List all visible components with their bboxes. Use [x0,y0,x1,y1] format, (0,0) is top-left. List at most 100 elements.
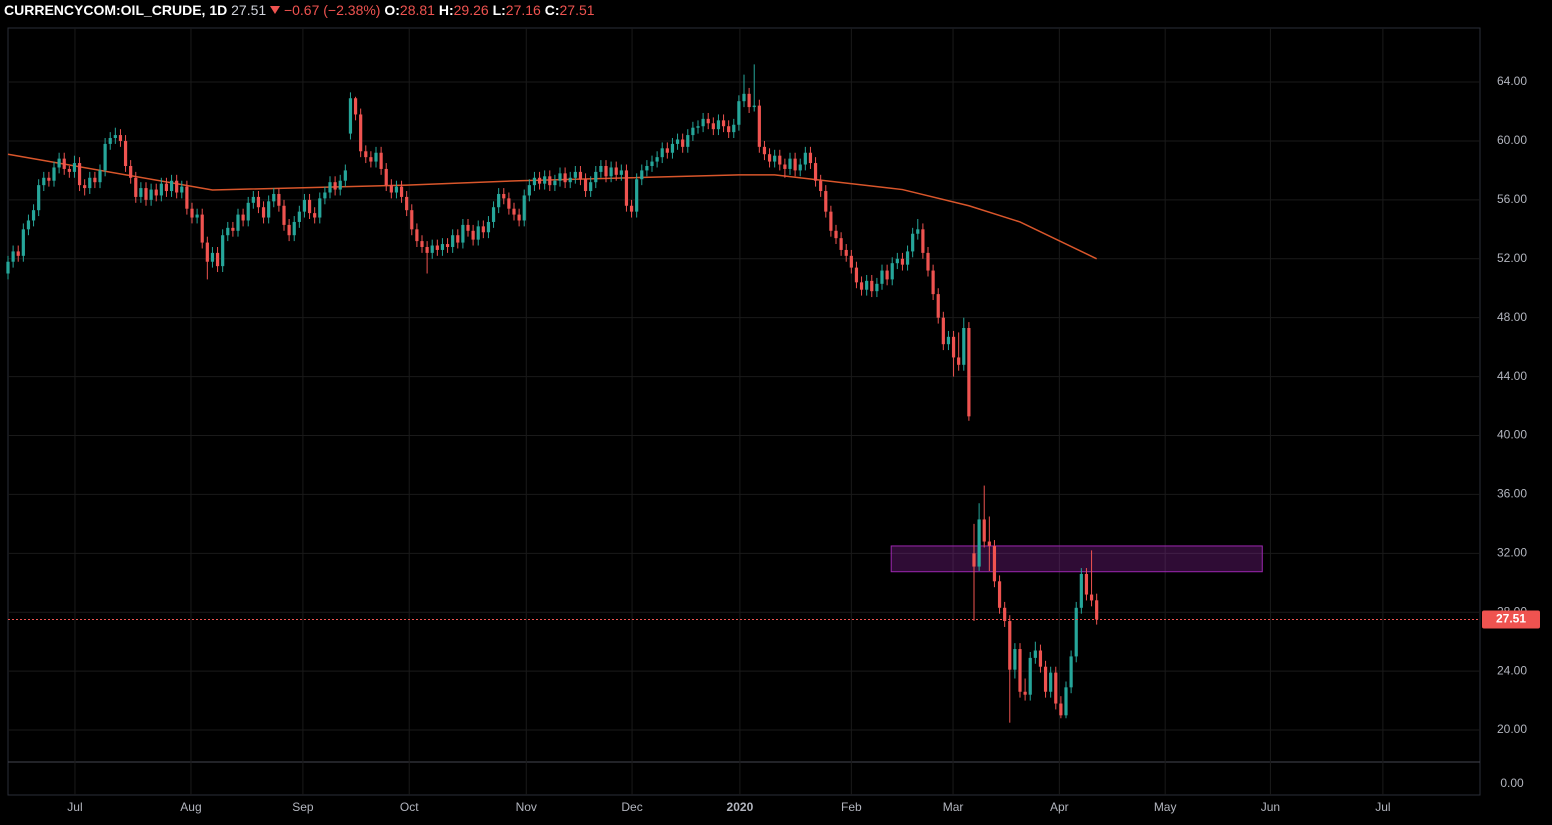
candle-body [721,120,726,127]
candle-body [440,244,445,250]
candle-body [1079,573,1083,608]
y-tick-label: 40.00 [1497,428,1527,442]
symbol: CURRENCYCOM:OIL_CRUDE, 1D [4,2,228,18]
candle-body [604,165,608,177]
candle-body [195,214,199,218]
candle-body [139,188,143,197]
candle-body [660,148,664,158]
x-tick-label: Apr [1050,800,1069,814]
candle-body [706,118,710,124]
candle-body [1038,650,1043,667]
candle-body [527,185,531,196]
x-tick-label: Sep [292,800,314,814]
last: 27.51 [231,2,267,18]
candle-body [696,126,700,128]
candle-body [369,157,373,162]
candle-body [854,267,859,283]
candle-body [328,182,332,193]
candle-body [16,251,20,256]
candle-body [911,233,915,252]
candle-body [951,336,956,358]
candle-body [348,98,353,134]
l-label: L: [492,2,506,18]
candle-body [870,280,874,292]
candle-body [471,230,475,240]
candle-body [941,317,945,345]
candle-body [83,185,87,189]
candle-body [52,167,56,181]
candle-body [767,154,772,162]
pane2-tick-label: 0.00 [1500,776,1524,790]
candle-body [1043,666,1048,692]
y-tick-label: 56.00 [1497,192,1527,206]
candle-body [287,224,291,236]
candle-body [144,188,148,200]
candle-body [481,226,485,233]
candle-body [880,270,884,284]
candle-body [936,294,940,318]
candle-body [1049,672,1053,692]
candle-body [650,161,654,166]
candle-body [665,148,669,153]
candle-body [921,229,925,253]
candle-body [762,146,767,155]
candle-body [742,93,746,102]
o-label: O: [384,2,400,18]
candle-body [118,135,123,141]
y-tick-label: 48.00 [1497,310,1527,324]
candle-body [972,553,976,567]
candle-body [466,224,470,231]
candle-body [829,211,833,231]
candle-body [512,208,516,215]
y-tick-label: 36.00 [1497,487,1527,501]
c-label: C: [544,2,560,18]
candle-body [808,152,813,164]
candle-body [456,235,460,243]
candle-body [297,211,301,222]
candle-body [957,357,961,365]
candle-body [57,158,61,168]
candle-body [353,98,358,115]
candle-body [1089,594,1094,601]
candle-body [98,170,102,183]
candle-body [236,214,240,231]
candle-body [773,155,777,162]
candle-body [1054,672,1058,704]
candle-body [374,152,378,162]
candle-body [67,168,71,172]
candle-body [737,101,741,125]
candle-body [619,170,623,175]
candle-body [389,185,393,193]
candle-body [93,177,97,183]
candle-body [568,177,572,183]
candle-body [226,227,230,236]
x-tick-label: Aug [180,800,201,814]
candle-body [548,176,552,186]
candle-body [425,246,429,253]
x-tick-label: 2020 [727,800,754,814]
candle-body [686,135,690,147]
candle-body [486,221,491,233]
candle-body [42,177,46,186]
candle-body [256,196,261,208]
candle-body [563,173,567,183]
candle-body [834,230,838,239]
candle-body [113,135,117,139]
candle-body [517,214,521,221]
h: 29.26 [453,2,489,18]
candle-body [103,143,107,171]
candle-body [962,327,966,365]
candle-body [655,157,659,162]
candle-body [594,171,598,183]
candle-body [338,180,342,190]
x-tick-label: May [1154,800,1177,814]
candle-body [640,170,644,180]
y-tick-label: 32.00 [1497,545,1527,559]
candle-body [727,126,731,133]
candle-body [558,173,562,181]
candle-body [589,182,593,192]
last-price-label: 27.51 [1496,612,1526,626]
candle-body [645,165,649,171]
candle-body [578,171,583,180]
candle-body [732,124,736,133]
